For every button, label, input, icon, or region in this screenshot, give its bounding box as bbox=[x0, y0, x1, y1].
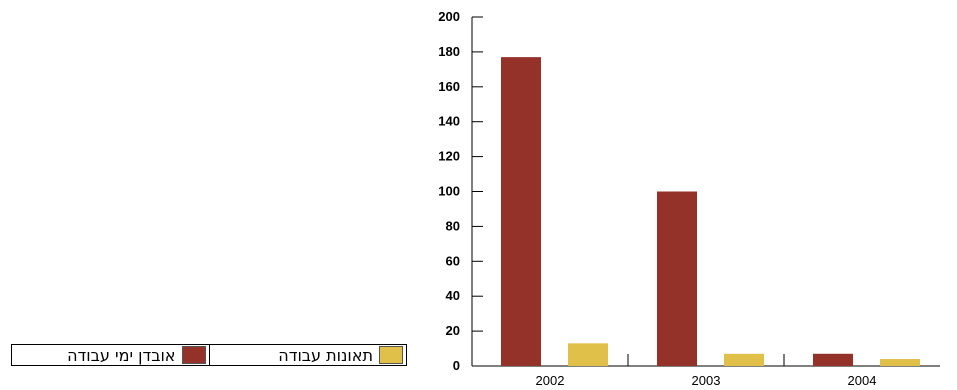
y-tick-label: 40 bbox=[446, 288, 460, 303]
y-tick-label: 140 bbox=[438, 114, 460, 129]
legend: אובדן ימי עבודה תאונות עבודה bbox=[11, 344, 407, 366]
x-tick-label: 2004 bbox=[848, 373, 877, 388]
legend-swatch-lost-workdays bbox=[181, 346, 206, 364]
y-tick-label: 100 bbox=[438, 184, 460, 199]
y-tick-label: 80 bbox=[446, 218, 460, 233]
legend-item-lost-workdays: אובדן ימי עבודה bbox=[12, 345, 209, 365]
y-tick-label: 200 bbox=[438, 9, 460, 24]
bar-lost-workdays-2004 bbox=[813, 353, 853, 366]
legend-swatch-work-accidents bbox=[379, 346, 403, 364]
y-tick-label: 160 bbox=[438, 79, 460, 94]
legend-label-lost-workdays: אובדן ימי עבודה bbox=[67, 345, 176, 365]
bar-work-accidents-2004 bbox=[880, 359, 920, 366]
x-axis: 2002 2003 2004 bbox=[472, 354, 940, 388]
legend-label-work-accidents: תאונות עבודה bbox=[278, 345, 373, 365]
bar-lost-workdays-2002 bbox=[501, 57, 541, 366]
y-tick-label: 180 bbox=[438, 44, 460, 59]
x-tick-label: 2003 bbox=[692, 373, 721, 388]
bars bbox=[501, 57, 920, 366]
y-axis: 0 20 40 60 80 100 120 140 160 180 200 bbox=[438, 9, 483, 373]
bar-work-accidents-2002 bbox=[568, 343, 608, 366]
bar-work-accidents-2003 bbox=[724, 353, 764, 366]
x-tick-label: 2002 bbox=[536, 373, 565, 388]
bar-lost-workdays-2003 bbox=[657, 191, 697, 366]
y-tick-label: 120 bbox=[438, 149, 460, 164]
y-tick-label: 0 bbox=[453, 358, 460, 373]
legend-item-work-accidents: תאונות עבודה bbox=[208, 345, 407, 365]
y-tick-label: 20 bbox=[446, 323, 460, 338]
y-tick-label: 60 bbox=[446, 253, 460, 268]
